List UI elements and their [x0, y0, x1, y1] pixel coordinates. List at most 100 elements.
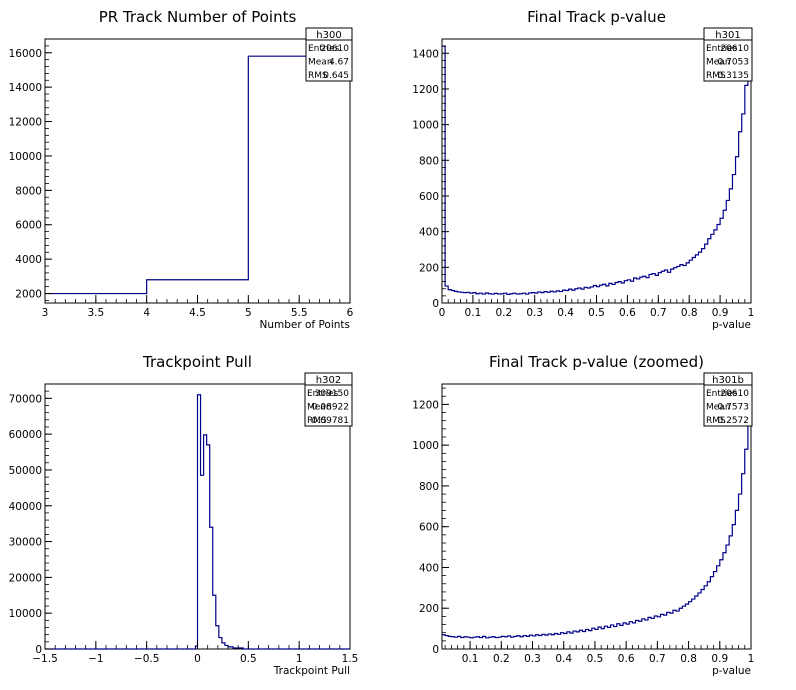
plot-frame	[441, 383, 752, 650]
stats-box-name: h302	[316, 375, 341, 386]
x-tick-label: 0	[194, 653, 201, 665]
stats-value: 0.645	[323, 71, 349, 81]
chart-panel-p3: Trackpoint Pull 0 10000 20000 30000 40000 5000…	[9, 353, 359, 677]
y-tick-label: 1000	[412, 440, 439, 452]
chart-panel-p4: Final Track p-value (zoomed) 0 200 400 600 80…	[412, 353, 754, 677]
y-tick-label: 6000	[15, 220, 42, 232]
x-axis-label: p-value	[712, 665, 751, 677]
stats-key: Entries	[706, 44, 738, 54]
plot-frame	[44, 38, 351, 304]
x-axis-label: p-value	[712, 319, 751, 331]
y-tick-label: 200	[419, 262, 439, 274]
y-tick-label: 14000	[9, 82, 42, 94]
y-tick-label: 60000	[9, 429, 42, 441]
stats-value: 0.08922	[312, 403, 349, 413]
y-tick-label: 400	[419, 562, 439, 574]
x-tick-label: 0.5	[240, 653, 257, 665]
stats-box-name: h301	[715, 30, 740, 41]
x-axis-label: Number of Points	[259, 319, 350, 331]
x-axis-label: Trackpoint Pull	[273, 665, 350, 677]
stats-box-frame	[305, 27, 353, 82]
histogram-series	[442, 38, 751, 296]
y-tick-label: 50000	[9, 465, 42, 477]
stats-key: Mean	[308, 58, 333, 68]
y-tick-label: 8000	[15, 185, 42, 197]
x-tick-label: 0.8	[681, 307, 698, 319]
stats-value: 0.09781	[312, 416, 349, 426]
stats-value: 0.2572	[718, 416, 750, 426]
stats-value: 20610	[320, 44, 349, 54]
y-tick-label: 800	[419, 155, 439, 167]
stats-key: Entries	[706, 389, 738, 399]
stats-key: RMS	[706, 416, 726, 426]
histogram-bins	[45, 56, 350, 293]
x-tick-label: 0.6	[619, 307, 636, 319]
x-tick-label: 0.4	[557, 307, 574, 319]
x-tick-label: −0.5	[134, 653, 160, 665]
x-tick-label: 3	[42, 307, 49, 319]
x-tick-label: 4	[143, 307, 150, 319]
stats-value: 0.7053	[718, 58, 750, 68]
x-tick-label: 0	[439, 307, 446, 319]
y-tick-label: 0	[432, 644, 439, 656]
x-tick-label: 1.5	[342, 653, 359, 665]
stats-key: Entries	[308, 44, 340, 54]
stats-box-frame	[304, 372, 353, 427]
chart-panel-p2: Final Track p-value 0 200 400 600 800 1000 1200…	[412, 8, 754, 331]
x-tick-label: 5.5	[291, 307, 308, 319]
stats-value: 20610	[720, 44, 749, 54]
y-tick-label: 20000	[9, 572, 42, 584]
y-tick-label: 2000	[15, 289, 42, 301]
x-tick-label: −1.5	[32, 653, 58, 665]
x-tick-label: 0.3	[524, 653, 541, 665]
x-tick-label: 1	[748, 307, 755, 319]
stats-key: Mean	[706, 403, 731, 413]
stats-value: 4.67	[329, 58, 349, 68]
y-tick-label: 800	[419, 481, 439, 493]
stats-key: Entries	[307, 389, 339, 399]
x-tick-label: 0.9	[711, 653, 728, 665]
x-tick-label: 0.2	[495, 307, 512, 319]
x-tick-label: 0.5	[587, 653, 604, 665]
y-tick-label: 4000	[15, 254, 42, 266]
y-tick-label: 1200	[412, 84, 439, 96]
x-tick-label: −1	[88, 653, 103, 665]
y-tick-label: 400	[419, 227, 439, 239]
chart-title: PR Track Number of Points	[99, 8, 297, 26]
y-tick-label: 10000	[9, 151, 42, 163]
y-tick-label: 70000	[9, 393, 42, 405]
x-tick-label: 0.6	[618, 653, 635, 665]
x-tick-label: 3.5	[87, 307, 104, 319]
stats-box-name: h301b	[712, 375, 744, 386]
stats-key: RMS	[307, 416, 327, 426]
chart-title: Final Track p-value (zoomed)	[489, 353, 704, 371]
y-tick-label: 1200	[412, 399, 439, 411]
x-tick-label: 0.3	[526, 307, 543, 319]
y-tick-label: 12000	[9, 117, 42, 129]
stats-value: 0.7573	[718, 403, 750, 413]
stats-value: 0.3135	[718, 71, 750, 81]
stats-box-frame	[703, 27, 753, 82]
y-tick-label: 0	[432, 298, 439, 310]
x-tick-label: 0.9	[712, 307, 729, 319]
y-tick-label: 1000	[412, 120, 439, 132]
y-tick-label: 0	[35, 644, 42, 656]
x-tick-label: 0.1	[462, 653, 479, 665]
x-tick-label: 0.1	[465, 307, 482, 319]
stats-key: Mean	[307, 403, 332, 413]
y-tick-label: 16000	[9, 48, 42, 60]
x-tick-label: 4.5	[189, 307, 206, 319]
x-tick-label: 0.8	[680, 653, 697, 665]
stats-key: Mean	[706, 58, 731, 68]
stats-key: RMS	[308, 71, 328, 81]
x-tick-label: 1	[748, 653, 755, 665]
stats-box-frame	[703, 372, 753, 427]
x-tick-label: 1	[296, 653, 303, 665]
x-tick-label: 0.2	[493, 653, 510, 665]
y-tick-label: 10000	[9, 608, 42, 620]
